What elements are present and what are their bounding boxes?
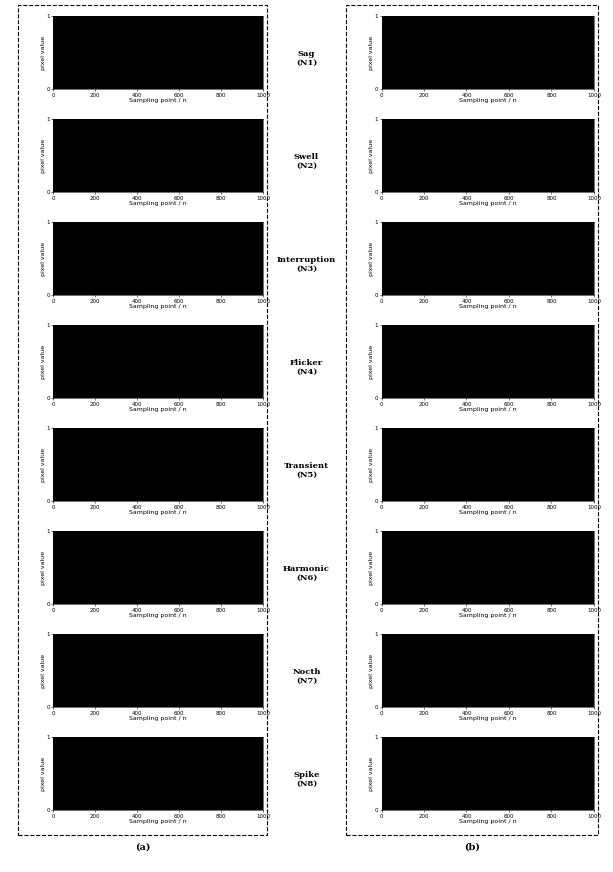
X-axis label: Sampling point / n: Sampling point / n: [459, 613, 517, 618]
Y-axis label: pixel value: pixel value: [369, 242, 374, 276]
Y-axis label: pixel value: pixel value: [369, 551, 374, 585]
Text: Sag
(N1): Sag (N1): [296, 50, 317, 67]
Text: (b): (b): [464, 842, 480, 851]
Text: Transient
(N5): Transient (N5): [284, 462, 329, 479]
Text: Flicker
(N4): Flicker (N4): [290, 359, 323, 376]
Y-axis label: pixel value: pixel value: [40, 551, 46, 585]
Y-axis label: pixel value: pixel value: [40, 447, 46, 482]
Y-axis label: pixel value: pixel value: [369, 447, 374, 482]
X-axis label: Sampling point / n: Sampling point / n: [129, 716, 187, 721]
X-axis label: Sampling point / n: Sampling point / n: [459, 304, 517, 310]
Y-axis label: pixel value: pixel value: [40, 242, 46, 276]
X-axis label: Sampling point / n: Sampling point / n: [129, 99, 187, 103]
Text: (a): (a): [135, 842, 150, 851]
X-axis label: Sampling point / n: Sampling point / n: [129, 407, 187, 412]
X-axis label: Sampling point / n: Sampling point / n: [129, 201, 187, 207]
Y-axis label: pixel value: pixel value: [40, 139, 46, 173]
Text: Interruption
(N3): Interruption (N3): [277, 255, 336, 273]
X-axis label: Sampling point / n: Sampling point / n: [459, 820, 517, 824]
X-axis label: Sampling point / n: Sampling point / n: [129, 510, 187, 515]
X-axis label: Sampling point / n: Sampling point / n: [129, 820, 187, 824]
Y-axis label: pixel value: pixel value: [40, 654, 46, 688]
Y-axis label: pixel value: pixel value: [369, 36, 374, 70]
Y-axis label: pixel value: pixel value: [369, 344, 374, 379]
Y-axis label: pixel value: pixel value: [40, 36, 46, 70]
X-axis label: Sampling point / n: Sampling point / n: [129, 613, 187, 618]
Y-axis label: pixel value: pixel value: [369, 654, 374, 688]
X-axis label: Sampling point / n: Sampling point / n: [129, 304, 187, 310]
Text: Spike
(N8): Spike (N8): [293, 771, 320, 788]
Text: Swell
(N2): Swell (N2): [294, 153, 319, 170]
Y-axis label: pixel value: pixel value: [369, 757, 374, 791]
Text: Nocth
(N7): Nocth (N7): [292, 668, 321, 685]
Y-axis label: pixel value: pixel value: [369, 139, 374, 173]
Text: Harmonic
(N6): Harmonic (N6): [283, 565, 330, 582]
X-axis label: Sampling point / n: Sampling point / n: [459, 201, 517, 207]
X-axis label: Sampling point / n: Sampling point / n: [459, 510, 517, 515]
X-axis label: Sampling point / n: Sampling point / n: [459, 99, 517, 103]
X-axis label: Sampling point / n: Sampling point / n: [459, 716, 517, 721]
X-axis label: Sampling point / n: Sampling point / n: [459, 407, 517, 412]
Y-axis label: pixel value: pixel value: [40, 757, 46, 791]
Y-axis label: pixel value: pixel value: [40, 344, 46, 379]
